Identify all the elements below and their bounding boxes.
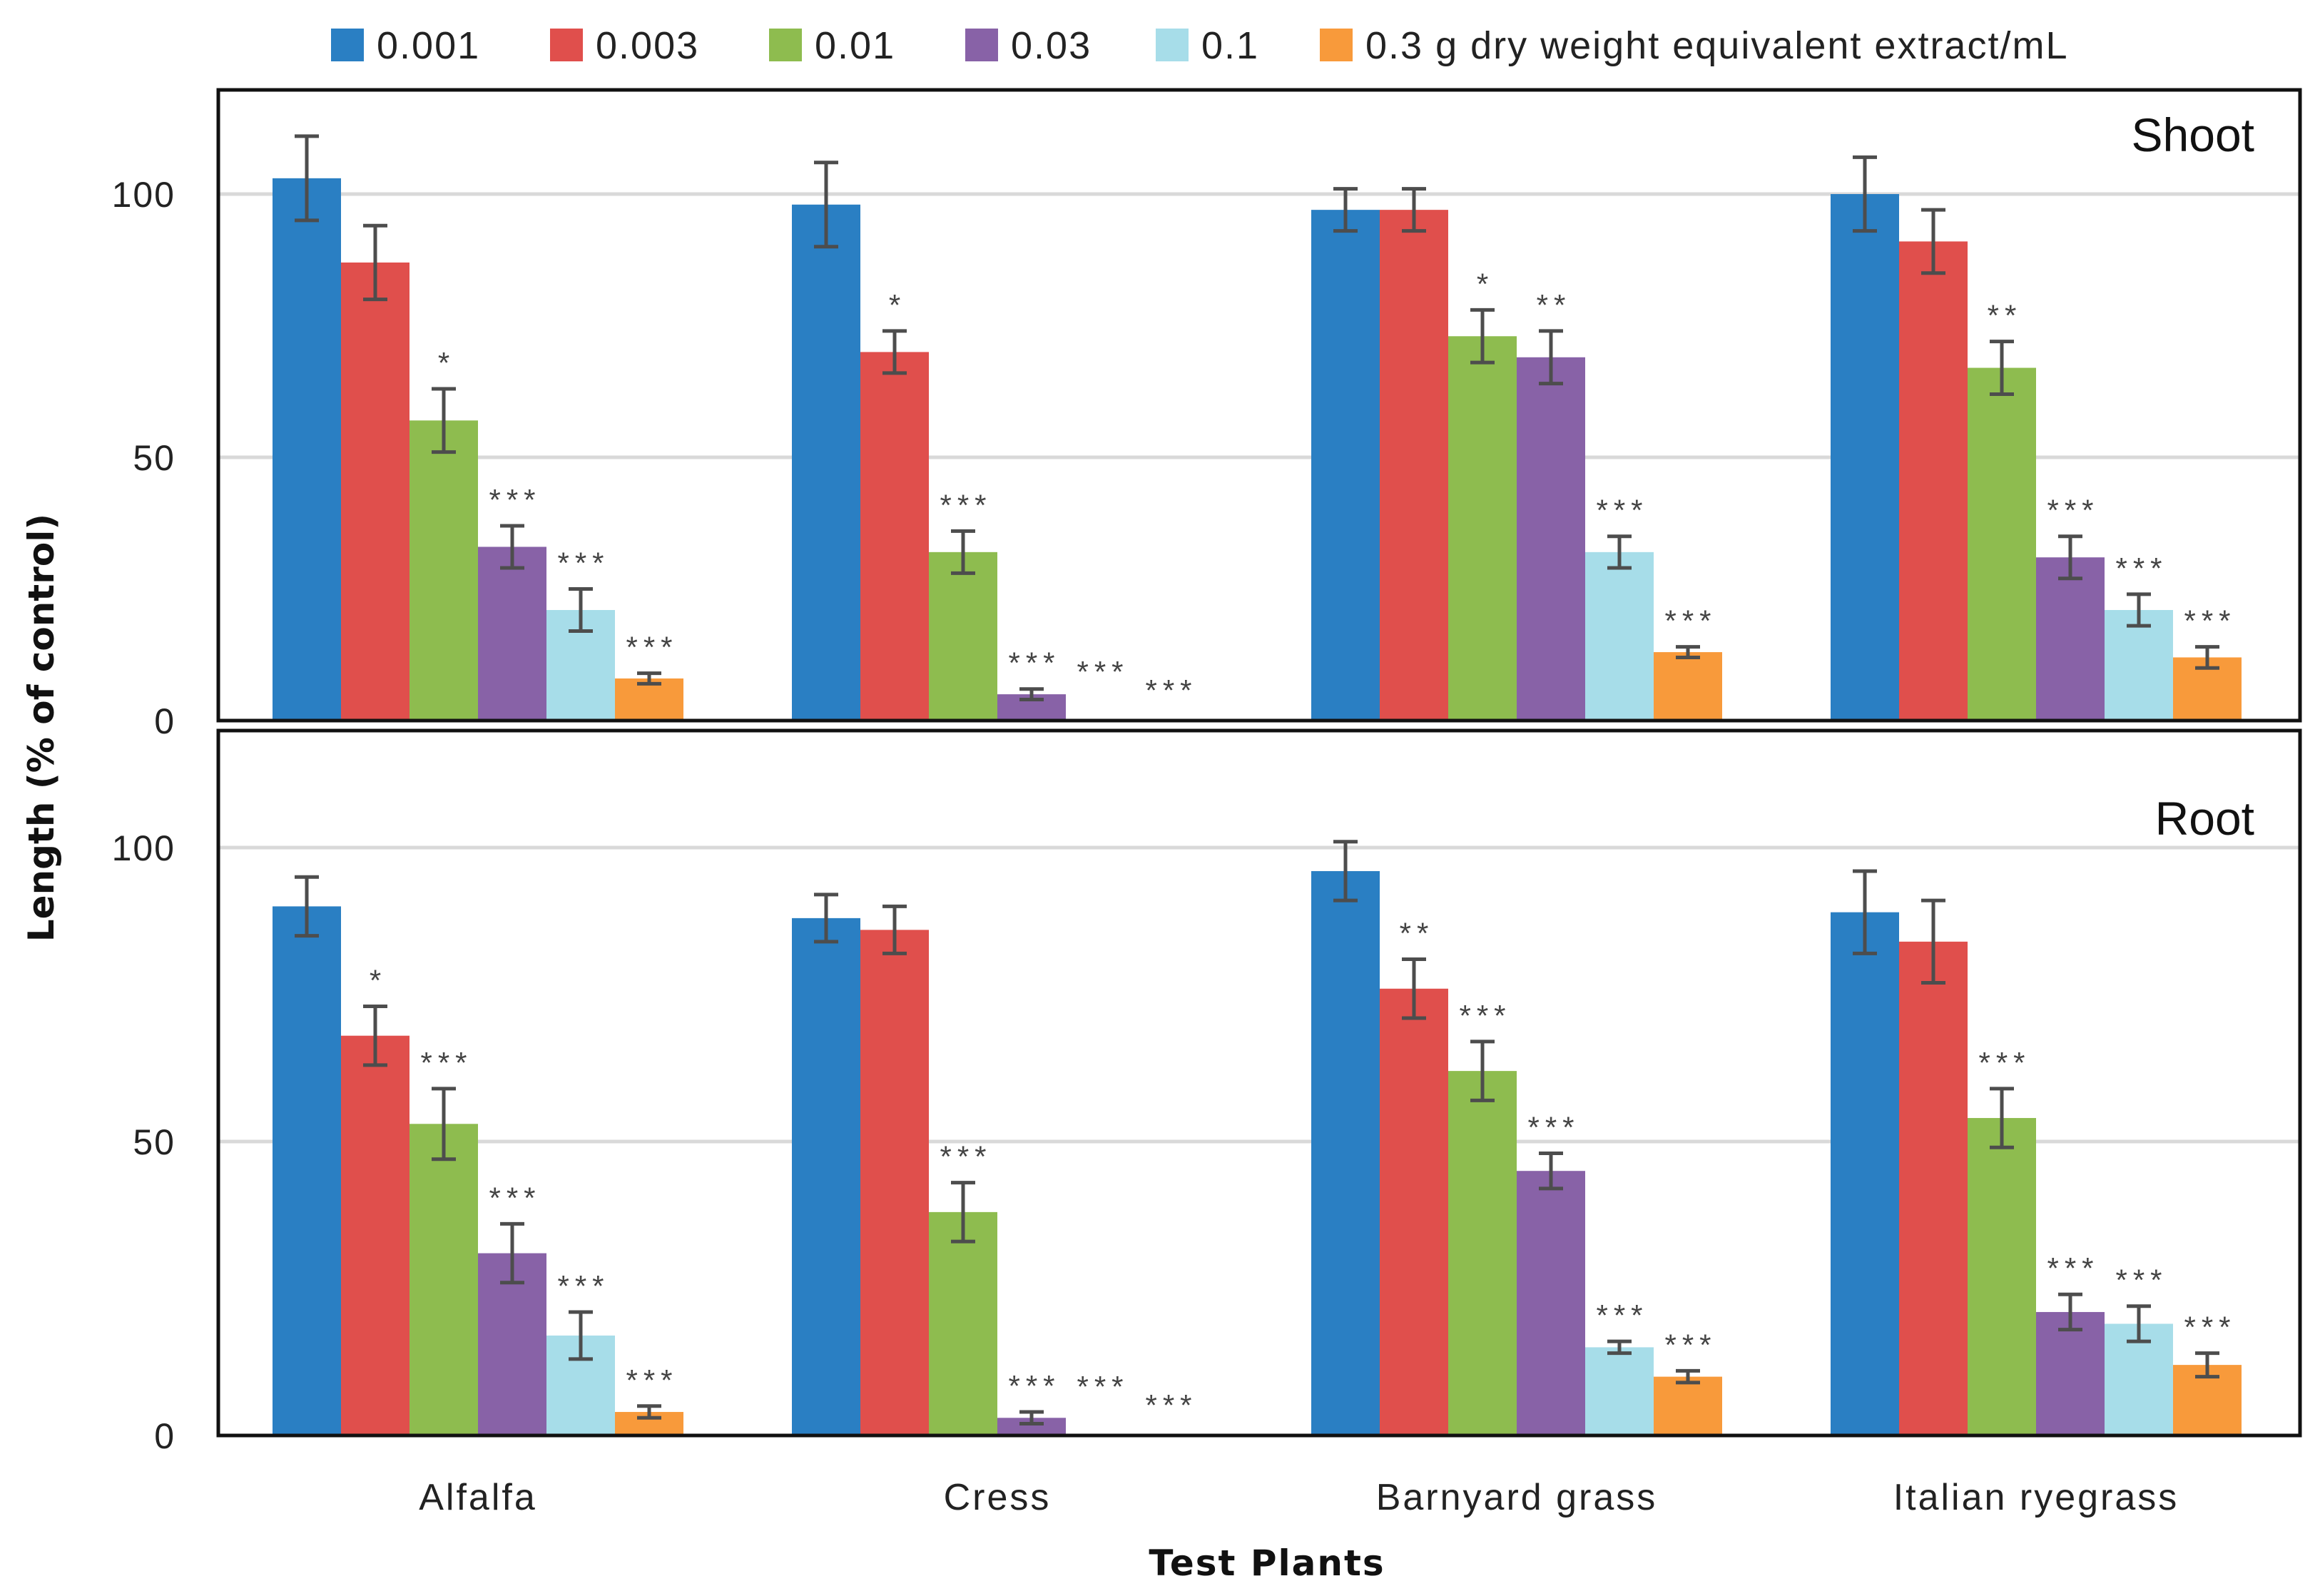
panel-title-shoot: Shoot: [2132, 108, 2254, 161]
bar-root-2-2: [1448, 1071, 1517, 1435]
legend-label-1: 0.003: [596, 24, 699, 67]
significance-1-2-5: ***: [1664, 1328, 1716, 1361]
legend-label-5: 0.3 g dry weight equivalent extract/mL: [1365, 24, 2068, 67]
significance-1-2-2: ***: [1459, 999, 1511, 1032]
y-tick-0-0: 0: [154, 701, 175, 741]
significance-1-1-2: ***: [940, 1140, 992, 1174]
significance-1-3-4: ***: [2115, 1264, 2167, 1297]
bar-root-3-3: [2036, 1311, 2105, 1435]
panel-frame-shoot: [216, 88, 2302, 723]
bar-root-1-2: [929, 1211, 997, 1435]
legend-swatch-4: [1156, 29, 1189, 61]
significance-1-3-3: ***: [2047, 1251, 2099, 1285]
bar-shoot-0-3: [478, 547, 546, 721]
significance-0-3-3: ***: [2047, 494, 2099, 527]
significance-0-3-4: ***: [2115, 552, 2167, 585]
bar-shoot-2-0: [1311, 210, 1380, 721]
bar-root-2-4: [1585, 1347, 1654, 1435]
panel-frame-root: [216, 728, 2302, 1438]
significance-0-0-5: ***: [626, 631, 678, 664]
significance-0-0-2: *: [438, 346, 455, 380]
x-category-2: Barnyard grass: [1376, 1477, 1658, 1518]
bar-root-2-0: [1311, 870, 1380, 1435]
significance-1-3-2: ***: [1978, 1046, 2030, 1079]
bar-root-0-1: [341, 1035, 409, 1435]
y-tick-0-2: 100: [112, 175, 175, 215]
bar-shoot-3-1: [1899, 241, 1968, 721]
significance-1-0-1: *: [370, 963, 387, 997]
significance-1-1-5: ***: [1145, 1388, 1197, 1422]
legend-swatch-0: [331, 29, 364, 61]
significance-0-1-4: ***: [1077, 655, 1129, 688]
bar-root-0-2: [409, 1124, 478, 1435]
significance-1-2-1: **: [1400, 917, 1435, 950]
significance-0-1-3: ***: [1008, 646, 1060, 680]
bar-shoot-2-2: [1448, 336, 1517, 721]
significance-0-2-3: **: [1537, 288, 1572, 322]
significance-1-0-3: ***: [489, 1181, 541, 1214]
legend-swatch-2: [769, 29, 802, 61]
significance-0-2-2: *: [1477, 267, 1494, 300]
bar-shoot-0-1: [341, 262, 409, 721]
significance-0-1-5: ***: [1145, 674, 1197, 707]
legend-swatch-5: [1320, 29, 1353, 61]
x-category-3: Italian ryegrass: [1893, 1477, 2179, 1518]
legend-label-2: 0.01: [815, 24, 895, 67]
significance-1-3-5: ***: [2184, 1311, 2236, 1344]
bar-shoot-2-3: [1517, 357, 1585, 721]
x-category-0: Alfalfa: [419, 1477, 537, 1518]
bar-root-1-1: [860, 930, 929, 1435]
bar-shoot-1-0: [792, 204, 860, 721]
significance-1-0-2: ***: [420, 1046, 472, 1079]
x-axis-label: Test Plants: [1149, 1542, 1385, 1584]
significance-1-2-4: ***: [1596, 1298, 1648, 1332]
bar-shoot-0-0: [273, 178, 341, 721]
bar-shoot-2-1: [1380, 210, 1448, 721]
bar-shoot-0-2: [409, 420, 478, 721]
significance-1-1-4: ***: [1077, 1370, 1129, 1403]
y-tick-0-1: 50: [133, 438, 175, 478]
significance-0-1-2: ***: [940, 488, 992, 522]
bar-root-2-3: [1517, 1171, 1585, 1435]
bar-root-1-0: [792, 918, 860, 1435]
bar-shoot-3-3: [2036, 557, 2105, 721]
bar-shoot-1-1: [860, 352, 929, 721]
bar-shoot-1-2: [929, 552, 997, 721]
legend-swatch-1: [550, 29, 583, 61]
significance-1-0-5: ***: [626, 1363, 678, 1397]
significance-1-0-4: ***: [557, 1269, 609, 1303]
bar-root-2-5: [1654, 1376, 1722, 1435]
y-tick-1-0: 0: [154, 1416, 175, 1456]
bar-root-3-2: [1968, 1118, 2036, 1435]
significance-1-2-3: ***: [1527, 1110, 1579, 1144]
bar-shoot-3-2: [1968, 367, 2036, 721]
bar-root-0-0: [273, 906, 341, 1435]
significance-0-1-1: *: [889, 288, 906, 322]
significance-0-2-5: ***: [1664, 604, 1716, 638]
panel-title-root: Root: [2155, 792, 2254, 845]
y-tick-1-1: 50: [133, 1122, 175, 1162]
bar-shoot-3-0: [1831, 194, 1899, 721]
significance-1-1-3: ***: [1008, 1369, 1060, 1403]
bar-root-3-1: [1899, 941, 1968, 1435]
bar-shoot-2-4: [1585, 552, 1654, 721]
significance-0-0-3: ***: [489, 483, 541, 517]
bar-shoot-3-4: [2105, 610, 2173, 721]
legend-label-3: 0.03: [1011, 24, 1092, 67]
bar-root-2-1: [1380, 988, 1448, 1435]
legend-label-0: 0.001: [377, 24, 480, 67]
x-category-1: Cress: [944, 1477, 1052, 1518]
legend-label-4: 0.1: [1201, 24, 1259, 67]
bar-root-3-0: [1831, 912, 1899, 1435]
significance-0-0-4: ***: [557, 547, 609, 580]
bar-shoot-2-5: [1654, 652, 1722, 721]
y-axis-label: Length (% of control): [21, 514, 62, 942]
significance-0-3-2: **: [1988, 299, 2023, 332]
y-tick-1-2: 100: [112, 828, 175, 868]
significance-0-3-5: ***: [2184, 604, 2236, 638]
significance-0-2-4: ***: [1596, 494, 1648, 527]
legend-swatch-3: [965, 29, 998, 61]
